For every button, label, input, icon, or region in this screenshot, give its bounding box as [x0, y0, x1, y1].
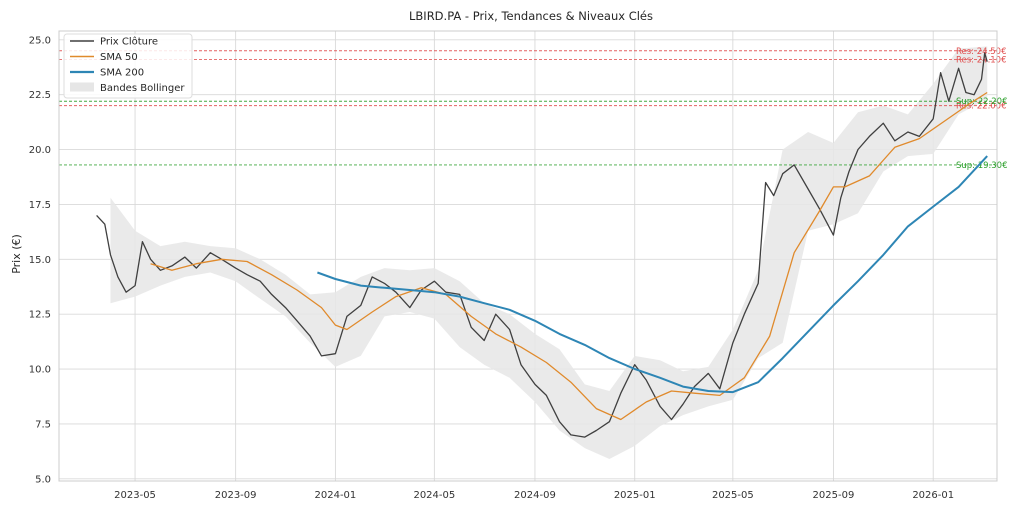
- legend-sma200-label: SMA 200: [100, 68, 144, 79]
- sma200-line: [317, 155, 988, 394]
- key-levels-layer: Res: 24.50€Res: 24.10€ Res: 22.00€Sup: 22…: [59, 47, 1008, 171]
- y-tick-label: 7.5: [35, 419, 51, 430]
- resistance-level-label: Res: 22.00€: [956, 102, 1007, 112]
- x-tick-label: 2025-01: [614, 490, 656, 501]
- resistance-level-label: Res: 24.50€: [956, 47, 1007, 57]
- y-tick-label: 22.5: [29, 90, 51, 101]
- support-level-label: Sup: 22.20€: [956, 97, 1008, 107]
- x-tick-label: 2025-09: [813, 490, 855, 501]
- legend-sma50-label: SMA 50: [100, 52, 138, 63]
- legend-bollinger-swatch: [70, 82, 94, 92]
- y-tick-label: 10.0: [29, 365, 51, 376]
- resistance-level-label: Res: 24.10€: [956, 56, 1007, 66]
- x-tick-label: 2025-05: [712, 490, 754, 501]
- legend-close-label: Prix Clôture: [100, 36, 158, 48]
- y-tick-label: 5.0: [35, 474, 51, 485]
- x-tick-label: 2024-01: [315, 490, 357, 501]
- legend-bollinger-label: Bandes Bollinger: [100, 83, 185, 94]
- plot-frame: [58, 30, 998, 482]
- bollinger-band: [110, 46, 988, 460]
- y-axis-ticks: 5.0 7.5 10.0 12.5 15.0 17.5 20.0 22.5 25.0: [29, 35, 51, 485]
- y-tick-label: 12.5: [29, 310, 51, 321]
- x-axis-ticks: 2023-05 2023-09 2024-01 2024-05 2024-09 2025-…: [114, 490, 954, 501]
- bollinger-band-layer: [110, 46, 988, 460]
- support-level-label: Sup: 19.30€: [956, 161, 1008, 171]
- legend: Prix Clôture SMA 50 SMA 200 Bandes Bollinge…: [63, 33, 193, 99]
- y-axis-label: Prix (€): [10, 234, 23, 274]
- y-tick-label: 17.5: [29, 200, 51, 211]
- y-tick-label: 15.0: [29, 255, 51, 266]
- plot-area: Res: 24.50€Res: 24.10€ Res: 22.00€Sup: 22…: [58, 30, 1008, 482]
- x-tick-label: 2024-05: [413, 490, 455, 501]
- y-tick-label: 25.0: [29, 35, 51, 46]
- y-tick-label: 20.0: [29, 145, 51, 156]
- series-lines-layer: [96, 52, 988, 438]
- sma50-line: [150, 91, 988, 421]
- x-tick-label: 2024-09: [514, 490, 556, 501]
- x-tick-label: 2023-09: [215, 490, 257, 501]
- chart-title: LBIRD.PA - Prix, Tendances & Niveaux Clé…: [409, 9, 653, 23]
- close-price-line: [96, 52, 988, 438]
- x-tick-label: 2023-05: [114, 490, 156, 501]
- x-tick-label: 2026-01: [912, 490, 954, 501]
- legend-box: [63, 33, 193, 99]
